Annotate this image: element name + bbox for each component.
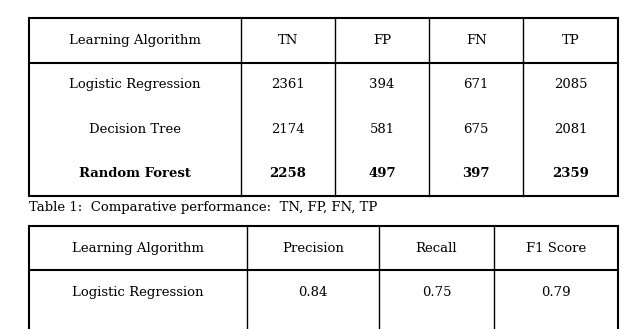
Text: 0.75: 0.75 [422,286,451,299]
Text: 581: 581 [369,123,395,136]
Text: Logistic Regression: Logistic Regression [72,286,204,299]
Text: 671: 671 [463,78,489,91]
Text: 2081: 2081 [554,123,588,136]
Text: Recall: Recall [416,241,458,255]
Text: 2258: 2258 [269,167,307,180]
Text: TN: TN [278,34,298,47]
Text: 0.84: 0.84 [298,286,328,299]
Text: 394: 394 [369,78,395,91]
Text: 2174: 2174 [271,123,305,136]
Text: Logistic Regression: Logistic Regression [69,78,200,91]
Text: Table 1:  Comparative performance:  TN, FP, FN, TP: Table 1: Comparative performance: TN, FP… [29,201,377,214]
Text: 2085: 2085 [554,78,588,91]
Text: 397: 397 [463,167,490,180]
Text: FN: FN [466,34,486,47]
Text: 2361: 2361 [271,78,305,91]
Bar [29,226,618,329]
Text: 675: 675 [463,123,489,136]
Text: Learning Algorithm: Learning Algorithm [72,241,204,255]
Text: TP: TP [562,34,579,47]
Bar [29,18,618,196]
Text: Precision: Precision [282,241,344,255]
Text: 0.79: 0.79 [541,286,571,299]
Text: F1 Score: F1 Score [525,241,586,255]
Text: FP: FP [373,34,391,47]
Text: Random Forest: Random Forest [79,167,191,180]
Text: 497: 497 [368,167,396,180]
Text: 2359: 2359 [552,167,589,180]
Text: Decision Tree: Decision Tree [89,123,180,136]
Text: Learning Algorithm: Learning Algorithm [69,34,201,47]
